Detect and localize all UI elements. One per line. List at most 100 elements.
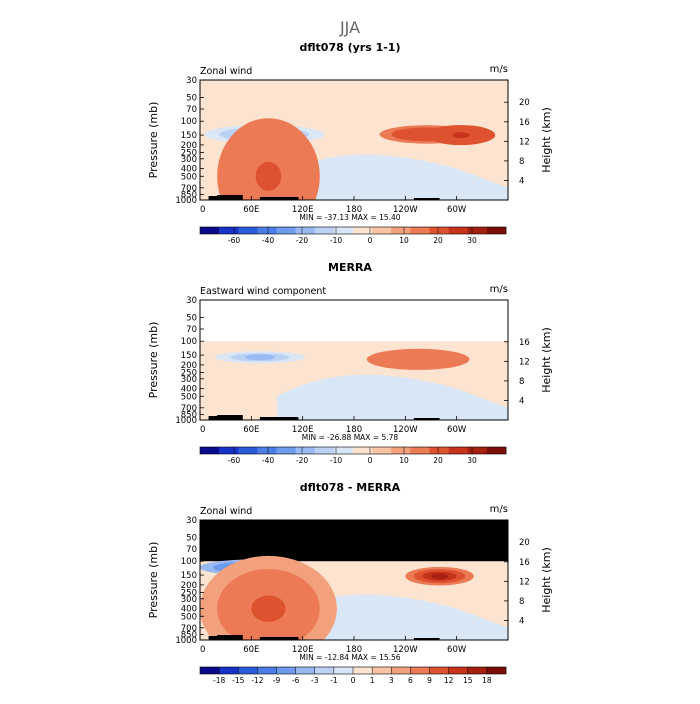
- panel-units: m/s: [490, 64, 508, 75]
- colorbar-swatch: [238, 227, 258, 234]
- x-tick-label: 120E: [292, 645, 314, 655]
- easterly-band: [277, 154, 508, 200]
- x-tick-label: 120W: [393, 205, 418, 215]
- colorbar-swatch: [200, 227, 220, 234]
- colorbar-swatch: [276, 227, 296, 234]
- colorbar-swatch: [200, 447, 220, 454]
- colorbar-label: -60: [228, 456, 240, 465]
- x-tick-label: 0: [200, 645, 205, 655]
- contour-field: [200, 80, 508, 200]
- colorbar-label: 30: [467, 236, 477, 245]
- height-tick-label: 20: [519, 98, 530, 108]
- colorbar-label: -40: [262, 456, 274, 465]
- stats-label: MIN = -37.13 MAX = 15.40: [299, 213, 400, 222]
- height-tick-label: 16: [519, 558, 530, 568]
- y-tick-label: 100: [181, 117, 197, 127]
- y-tick-label: 100: [181, 557, 197, 567]
- panel-title: MERRA: [328, 261, 372, 274]
- height-tick-label: 8: [519, 157, 524, 167]
- x-tick-label: 60W: [447, 645, 467, 655]
- height-tick-label: 4: [519, 176, 524, 186]
- colorbar-swatch: [429, 667, 449, 674]
- colorbar-swatch: [410, 227, 430, 234]
- colorbar-frame: [199, 446, 507, 455]
- colorbar-label: 12: [444, 676, 454, 685]
- x-tick-label: 60W: [447, 205, 467, 215]
- y-tick-label: 70: [186, 325, 197, 335]
- missing-data-region: [200, 520, 508, 562]
- y-tick-label: 150: [181, 131, 197, 141]
- y-tick-label: 30: [186, 516, 197, 526]
- y-tick-label: 200: [181, 581, 197, 591]
- y-tick-label: 700: [181, 404, 197, 414]
- colorbar-label: -9: [273, 676, 281, 685]
- height-tick-label: 12: [519, 357, 530, 367]
- stats-label: MIN = -12.84 MAX = 15.56: [299, 653, 400, 662]
- colorbar-label: -40: [262, 236, 274, 245]
- colorbar-swatch: [219, 447, 239, 454]
- x-tick-label: 0: [200, 425, 205, 435]
- colorbar-label: 0: [351, 676, 356, 685]
- x-tick-label: 120E: [292, 425, 314, 435]
- colorbar-label: 15: [463, 676, 473, 685]
- y-tick-label: 1000: [175, 636, 197, 646]
- y-axis-right-label: Height (km): [540, 547, 553, 613]
- x-tick-label: 120E: [292, 205, 314, 215]
- panel-title: dflt078 - MERRA: [300, 481, 401, 494]
- colorbar-swatch: [429, 447, 449, 454]
- colorbar-swatch: [257, 667, 277, 674]
- colorbar-label: 0: [368, 236, 373, 245]
- y-tick-label: 700: [181, 184, 197, 194]
- y-tick-label: 850: [181, 190, 197, 200]
- colorbar-swatch: [448, 227, 469, 234]
- y-tick-label: 250: [181, 149, 197, 159]
- y-tick-label: 30: [186, 296, 197, 306]
- colorbar-label: -20: [296, 236, 308, 245]
- colorbar-swatch: [353, 447, 373, 454]
- colorbar-label: 6: [408, 676, 413, 685]
- colorbar-swatch: [238, 667, 258, 674]
- y-tick-label: 1000: [175, 416, 197, 426]
- terrain-mask: [259, 637, 299, 640]
- height-tick-label: 20: [519, 538, 530, 548]
- x-tick-label: 180: [346, 425, 362, 435]
- colorbar-swatch: [410, 447, 430, 454]
- y-tick-label: 70: [186, 105, 197, 115]
- colorbar-swatch: [429, 227, 449, 234]
- terrain-mask: [259, 197, 299, 200]
- colorbar-swatch: [333, 227, 354, 234]
- y-axis-label: Pressure (mb): [147, 542, 160, 619]
- colorbar-swatch: [276, 447, 296, 454]
- colorbar-swatch: [238, 447, 258, 454]
- colorbar-swatch: [448, 667, 469, 674]
- panel-left-label: Zonal wind: [200, 506, 252, 517]
- contour-level: [255, 161, 282, 191]
- panel-title: dflt078 (yrs 1-1): [300, 41, 401, 54]
- y-tick-label: 30: [186, 76, 197, 86]
- colorbar-label: -3: [311, 676, 319, 685]
- colorbar-label: -1: [330, 676, 338, 685]
- x-tick-label: 180: [346, 645, 362, 655]
- terrain-mask: [217, 195, 243, 200]
- panel-left-label: Eastward wind component: [200, 286, 326, 297]
- y-tick-label: 500: [181, 392, 197, 402]
- x-tick-label: 60E: [243, 645, 259, 655]
- x-tick-label: 180: [346, 205, 362, 215]
- terrain-mask: [217, 415, 243, 420]
- x-tick-label: 120W: [393, 645, 418, 655]
- height-tick-label: 12: [519, 137, 530, 147]
- colorbar-swatch: [314, 447, 335, 454]
- colorbar-swatch: [219, 227, 239, 234]
- y-tick-label: 400: [181, 605, 197, 615]
- y-tick-label: 150: [181, 351, 197, 361]
- colorbar-swatch: [391, 447, 411, 454]
- colorbar-swatch: [372, 227, 392, 234]
- y-tick-label: 850: [181, 630, 197, 640]
- y-tick-label: 1000: [175, 196, 197, 206]
- y-tick-label: 250: [181, 369, 197, 379]
- colorbar-swatch: [314, 667, 335, 674]
- contour-field: [200, 520, 508, 640]
- colorbar-swatch: [257, 227, 277, 234]
